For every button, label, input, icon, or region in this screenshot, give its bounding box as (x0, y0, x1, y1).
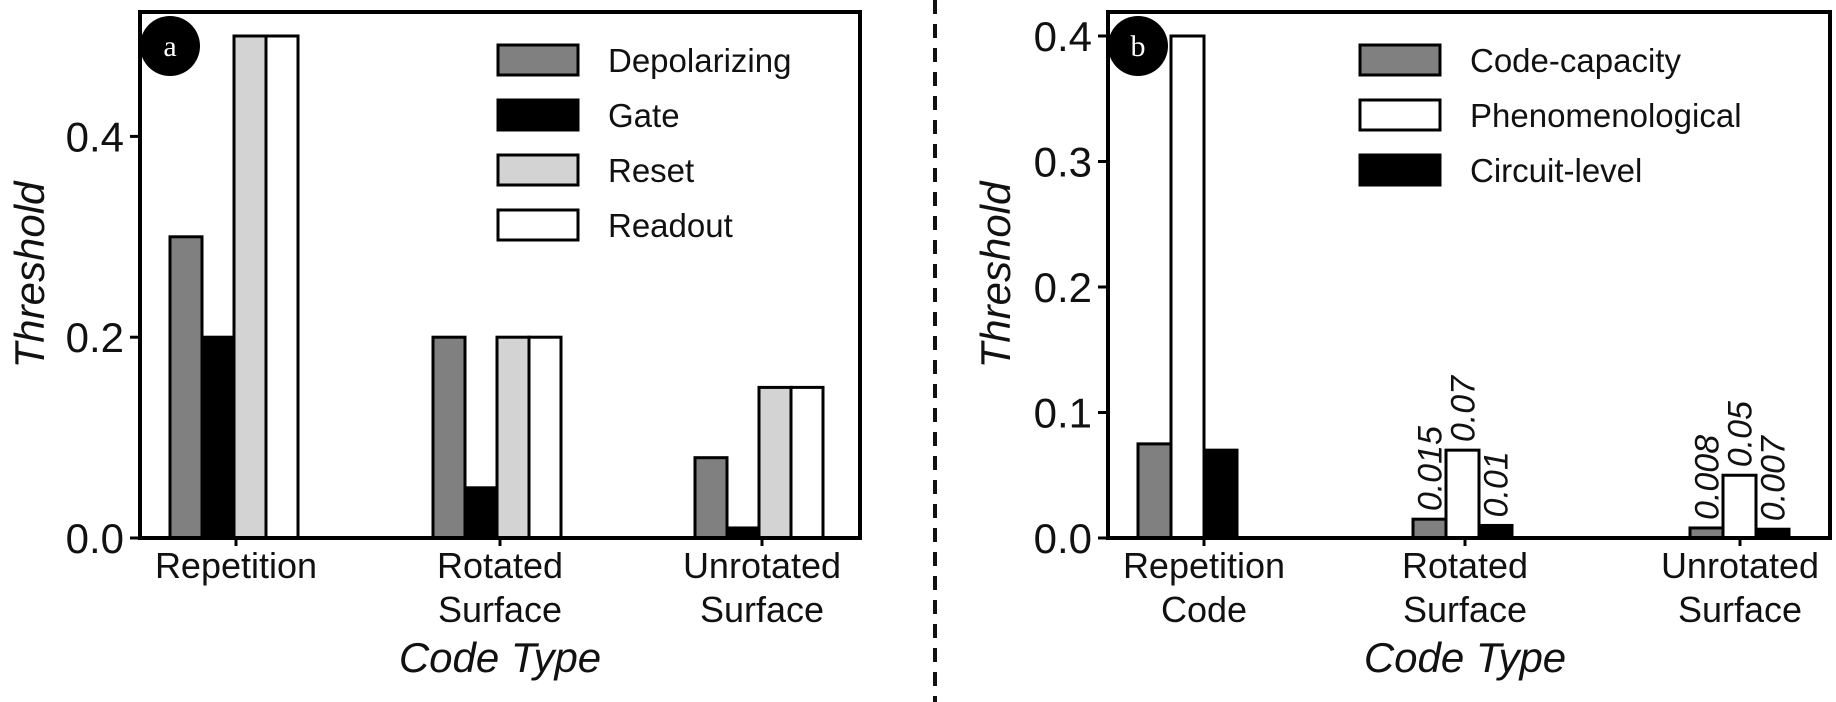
bar-gate-0 (200, 335, 236, 540)
bar-gate-1 (463, 486, 499, 540)
x-tick-label: Unrotated (1661, 545, 1819, 586)
panel-badge (1108, 16, 1168, 76)
x-tick-label: Surface (1403, 589, 1527, 630)
y-tick-label: 0.0 (1034, 515, 1092, 562)
x-tick-label: Surface (1678, 589, 1802, 630)
y-tick-label: 0.2 (66, 314, 124, 361)
x-axis-title: Code Type (399, 634, 601, 681)
data-label: 0.015 (1412, 426, 1450, 511)
y-tick-label: 0.1 (1034, 390, 1092, 437)
bar-depolarizing-0 (168, 235, 204, 540)
legend-label: Reset (608, 152, 694, 189)
data-label: 0.01 (1478, 451, 1516, 517)
data-label: 0.008 (1689, 435, 1727, 520)
y-tick-label: 0.2 (1034, 264, 1092, 311)
bar-phenomenological-0 (1169, 34, 1206, 540)
y-tick-label: 0.3 (1034, 139, 1092, 186)
data-label: 0.07 (1445, 375, 1483, 442)
bar-reset-0 (232, 34, 268, 540)
y-tick-label: 0.4 (1034, 13, 1092, 60)
x-tick-label: Surface (438, 589, 562, 630)
legend-label: Depolarizing (608, 42, 791, 79)
bar-readout-0 (264, 34, 300, 540)
legend-label: Circuit-level (1470, 152, 1642, 189)
bar-phenomenological-1 (1444, 448, 1481, 540)
x-tick-label: Code (1161, 589, 1247, 630)
y-tick-label: 0.0 (66, 515, 124, 562)
legend-label: Readout (608, 207, 733, 244)
legend-swatch (1358, 153, 1442, 187)
x-tick-label: Rotated (437, 545, 563, 586)
legend-swatch (496, 208, 580, 242)
bar-code-capacity-1 (1411, 517, 1448, 540)
bar-circuit-level-0 (1202, 448, 1239, 540)
legend-swatch (496, 43, 580, 77)
panel-badge (140, 16, 200, 76)
bar-readout-1 (527, 335, 563, 540)
bar-phenomenological-2 (1721, 473, 1758, 540)
legend-label: Gate (608, 97, 680, 134)
y-tick-label: 0.4 (66, 113, 124, 160)
data-label: 0.007 (1755, 435, 1793, 521)
legend-swatch (1358, 98, 1442, 132)
x-axis-title: Code Type (1364, 634, 1566, 681)
y-axis-title: Threshold (972, 180, 1019, 368)
bar-readout-2 (789, 385, 825, 540)
x-tick-label: Surface (700, 589, 824, 630)
legend-swatch (496, 98, 580, 132)
x-tick-label: Unrotated (683, 545, 841, 586)
legend-label: Phenomenological (1470, 97, 1742, 134)
x-tick-label: Repetition (155, 545, 317, 586)
legend-swatch (496, 153, 580, 187)
y-axis-title: Threshold (6, 180, 53, 368)
legend-swatch (1358, 43, 1442, 77)
bar-depolarizing-2 (693, 456, 729, 540)
axes-frame (1106, 10, 1832, 540)
x-tick-label: Repetition (1123, 545, 1285, 586)
data-label: 0.05 (1722, 401, 1760, 467)
legend-label: Code-capacity (1470, 42, 1681, 79)
bar-depolarizing-1 (431, 335, 467, 540)
panel-badge-label: b (1131, 30, 1146, 63)
bar-reset-1 (495, 335, 531, 540)
x-tick-label: Rotated (1402, 545, 1528, 586)
bar-reset-2 (757, 385, 793, 540)
bar-code-capacity-0 (1136, 442, 1173, 540)
panel-badge-label: a (163, 30, 176, 63)
